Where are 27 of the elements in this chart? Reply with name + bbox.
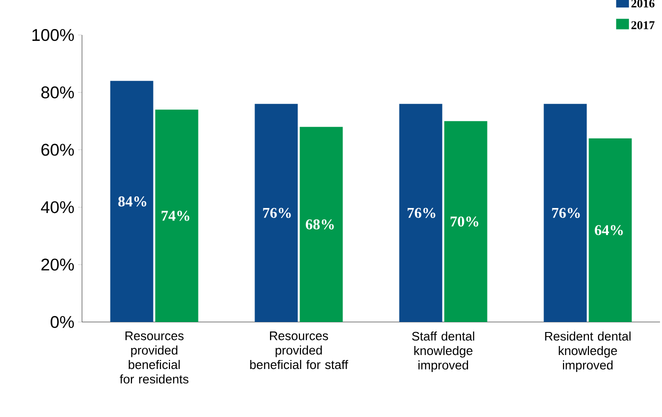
y-tick-label: 80% [41, 86, 74, 98]
data-label: 76% [263, 208, 291, 218]
y-tick-label: 20% [41, 258, 74, 271]
bar [444, 121, 488, 322]
bar [399, 104, 442, 322]
x-tick-label: Staff dental knowledge improved [412, 332, 474, 372]
data-label: 84% [118, 196, 146, 207]
data-label: 74% [162, 210, 190, 221]
bar [155, 110, 198, 322]
y-tick-label: 0% [50, 316, 74, 328]
legend-label: 2017 [631, 21, 655, 30]
bar [544, 104, 587, 322]
bar [110, 80, 154, 322]
y-tick-label: 60% [41, 144, 74, 156]
x-tick-label: Resident dental knowledge improved [545, 332, 631, 372]
data-label: 64% [594, 225, 623, 236]
x-tick-label: Resources provided beneficial for staff [250, 332, 348, 370]
y-tick-label: 100% [32, 29, 74, 41]
data-label: 70% [450, 216, 478, 227]
data-label: 76% [408, 208, 436, 218]
x-tick-label: Resources provided beneficial for residents [120, 332, 188, 384]
data-label: 68% [306, 219, 334, 230]
bar [588, 138, 632, 322]
y-tick-label: 40% [40, 201, 74, 214]
bar [300, 126, 343, 322]
bar [254, 104, 298, 322]
data-label: 76% [552, 208, 580, 218]
